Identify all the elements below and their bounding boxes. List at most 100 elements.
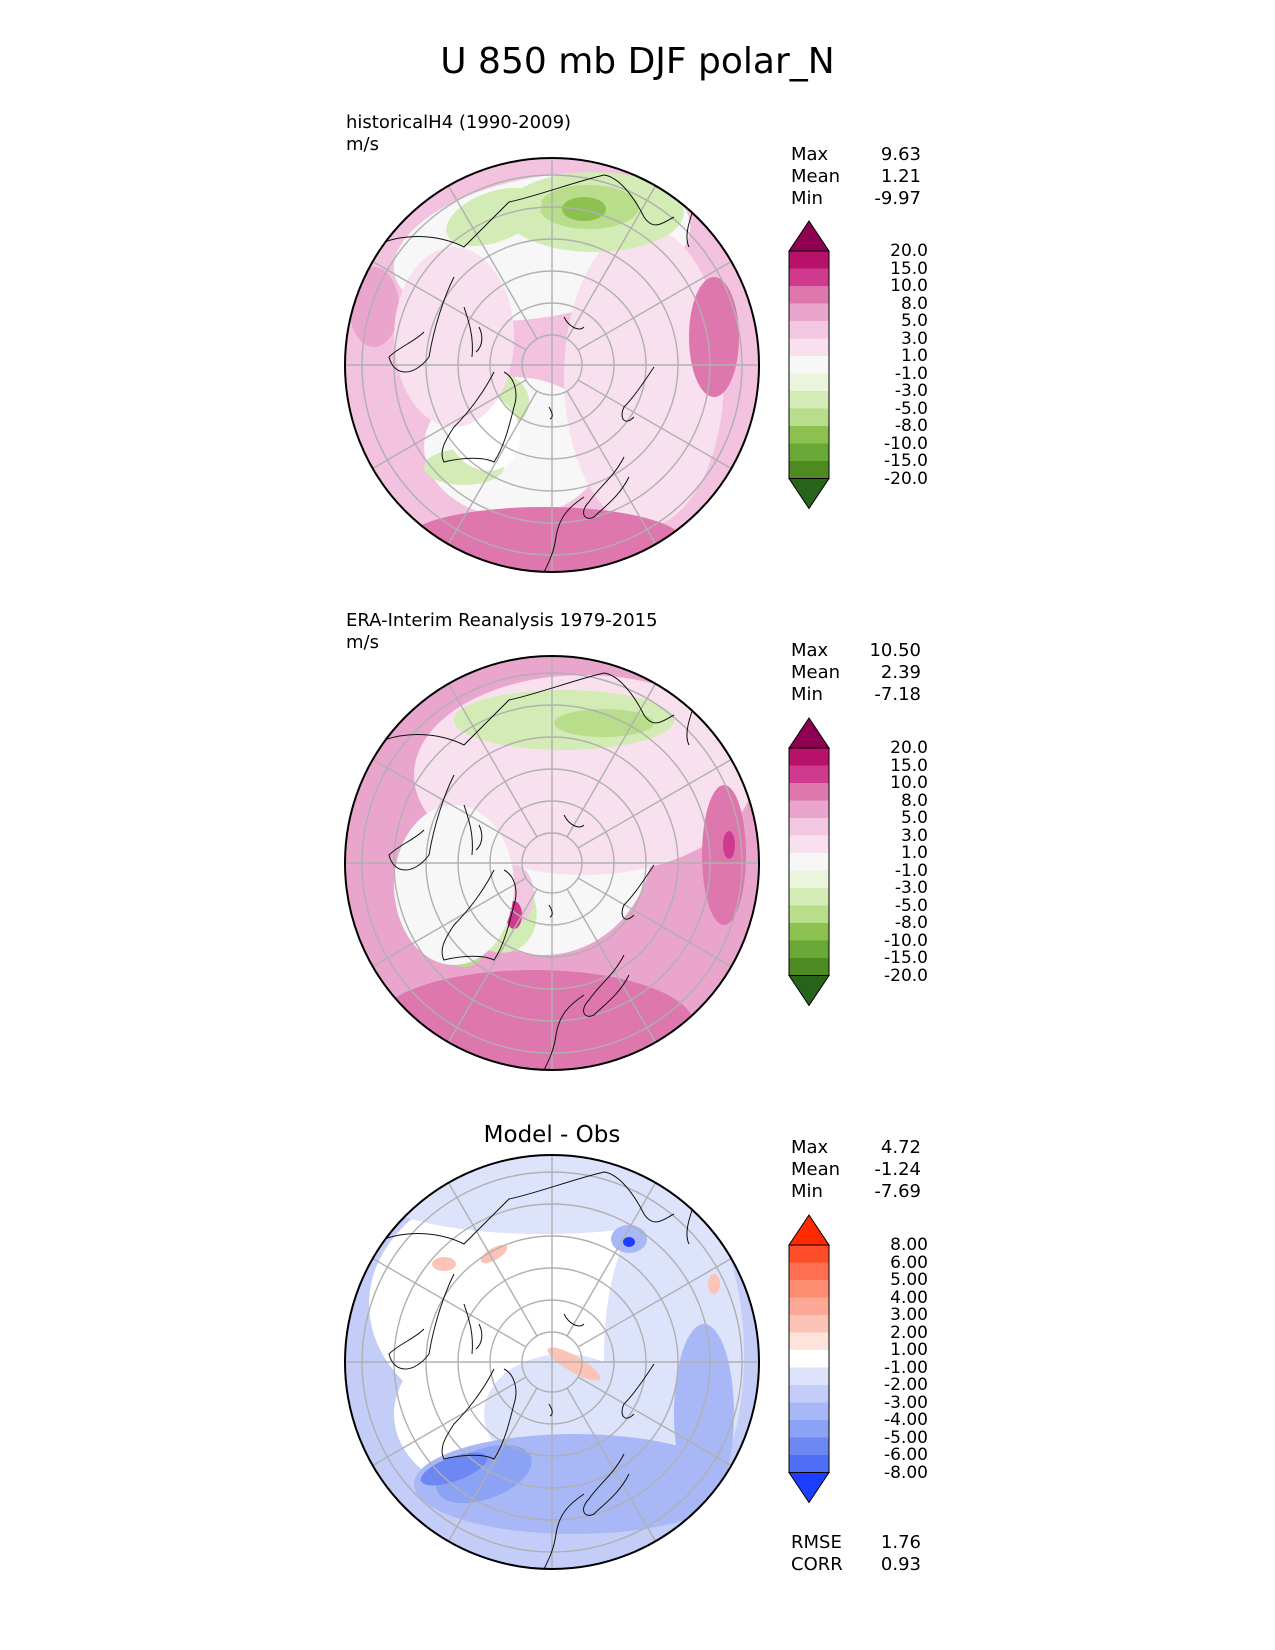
- colorbar-tick-label: 3.0: [900, 825, 928, 846]
- coastline: [548, 316, 585, 420]
- colorbar-segment: [789, 835, 829, 853]
- coastline: [621, 1363, 655, 1419]
- coastline: [441, 869, 517, 961]
- panel-units: m/s: [346, 632, 379, 653]
- colorbar-tick-label: -8.00: [884, 1462, 928, 1483]
- coastline: [543, 994, 585, 1070]
- map-field: [345, 1155, 759, 1569]
- meridian-line: [372, 1376, 527, 1467]
- field-contour-region: [394, 247, 514, 427]
- rmse-label: RMSE: [791, 1532, 842, 1553]
- colorbar-tick-label: 3.0: [900, 328, 928, 349]
- stat-min-value: -7.69: [874, 1181, 921, 1202]
- colorbar-tick-label: 1.0: [900, 843, 928, 863]
- coastline: [388, 276, 455, 373]
- colorbar-frame: [788, 1244, 830, 1473]
- colorbar-tick-label: 6.00: [890, 1252, 928, 1273]
- colorbar-tick-label: -20.0: [884, 965, 928, 986]
- meridian-line: [577, 260, 732, 351]
- colorbar-tick-label: -3.0: [894, 381, 928, 401]
- colorbar-tick-label: 8.00: [890, 1235, 928, 1255]
- colorbar-tick-label: -8.0: [894, 416, 928, 436]
- colorbar-segment: [789, 356, 829, 374]
- meridian-line: [447, 390, 538, 545]
- coastline: [548, 814, 585, 918]
- colorbar-segment: [789, 426, 829, 444]
- colorbar-labels: 20.0 15.0 10.0 8.0 5.0 3.0 1.0 -1.0 -3.0 -5.0 -8.0…: [838, 718, 928, 1014]
- colorbar-segment: [789, 783, 829, 801]
- meridian-line: [372, 260, 527, 351]
- field-contour-region: [420, 1452, 488, 1486]
- colorbar-tick-label: -1.00: [884, 1357, 928, 1378]
- coastline: [621, 366, 655, 422]
- stat-max-label: Max: [791, 640, 829, 661]
- colorbar-tick-label: -15.0: [884, 948, 928, 968]
- stats-box: Max 9.63 Mean 1.21 Min -9.97: [791, 144, 921, 210]
- colorbar-segment: [789, 765, 829, 783]
- colorbar-tick-label: 10.0: [890, 276, 928, 296]
- figure-title: U 850 mb DJF polar_N: [440, 41, 835, 82]
- colorbar-labels: 8.00 6.00 5.00 4.00 3.00 2.00 1.00 -1.00 -2.00 -3…: [838, 1215, 928, 1511]
- field-contour-region: [689, 277, 739, 397]
- colorbar-frame: [788, 250, 830, 479]
- colorbar-segment: [789, 958, 829, 976]
- colorbar-segment: [789, 853, 829, 871]
- coastline: [441, 371, 517, 463]
- colorbar-labels: 20.0 15.0 10.0 8.0 5.0 3.0 1.0 -1.0 -3.0 -5.0 -8.0…: [838, 221, 928, 517]
- colorbar-segment: [789, 286, 829, 304]
- field-contour-region: [708, 1274, 720, 1294]
- colorbar-segment: [789, 1367, 829, 1385]
- colorbar-tick-label: -2.00: [884, 1375, 928, 1395]
- meridian-line: [447, 185, 538, 340]
- colorbar-tick-label: 4.00: [890, 1287, 928, 1308]
- panel-subtitle: ERA-Interim Reanalysis 1979-2015: [346, 610, 658, 631]
- stat-min-label: Min: [791, 684, 823, 705]
- stat-min-value: -7.18: [874, 684, 921, 705]
- coastline: [583, 456, 630, 519]
- stat-mean-value: 1.21: [880, 166, 921, 187]
- polar-map-model: [344, 157, 760, 573]
- field-contour-region: [723, 831, 735, 859]
- coastline: [388, 774, 455, 871]
- coastline: [388, 1273, 455, 1370]
- stat-min-label: Min: [791, 188, 823, 209]
- colorbar-segment: [789, 373, 829, 391]
- colorbar-segment: [789, 800, 829, 818]
- coastline: [621, 864, 655, 920]
- colorbar-segment: [789, 268, 829, 286]
- panel-title: Model - Obs: [483, 1122, 621, 1148]
- colorbar-tick-label: 2.00: [890, 1322, 928, 1343]
- colorbar-segment: [789, 1245, 829, 1263]
- stat-max-label: Max: [791, 1137, 829, 1158]
- stat-max-label: Max: [791, 144, 829, 165]
- colorbar-segment: [789, 940, 829, 958]
- colorbar-segment: [789, 443, 829, 461]
- colorbar-tick-label: -3.00: [884, 1392, 928, 1413]
- stat-min-label: Min: [791, 1181, 823, 1202]
- stat-mean-label: Mean: [791, 166, 841, 187]
- meridian-line: [372, 379, 527, 470]
- colorbar-segment: [789, 923, 829, 941]
- colorbar-tick-label: -5.0: [894, 895, 928, 916]
- meridian-line: [566, 888, 657, 1043]
- field-contour-region: [623, 1237, 635, 1247]
- corr-value: 0.93: [880, 1554, 921, 1575]
- corr-label: CORR: [791, 1554, 843, 1575]
- field-contour-region: [432, 1257, 456, 1271]
- stats-box: Max 10.50 Mean 2.39 Min -7.18: [791, 640, 921, 706]
- colorbar-segment: [789, 251, 829, 269]
- stat-max-value: 9.63: [880, 144, 921, 165]
- colorbar-tick-label: 10.0: [890, 773, 928, 793]
- map-field: [345, 158, 759, 572]
- colorbar-frame: [788, 747, 830, 976]
- meridian-line: [577, 758, 732, 849]
- coastline: [383, 1171, 675, 1245]
- colorbar-segment: [789, 1315, 829, 1333]
- field-contour-region: [562, 197, 606, 221]
- meridian-line: [447, 1182, 538, 1337]
- colorbar-segment: [789, 818, 829, 836]
- colorbar-tick-label: 5.0: [900, 808, 928, 828]
- colorbar-segment: [789, 1350, 829, 1368]
